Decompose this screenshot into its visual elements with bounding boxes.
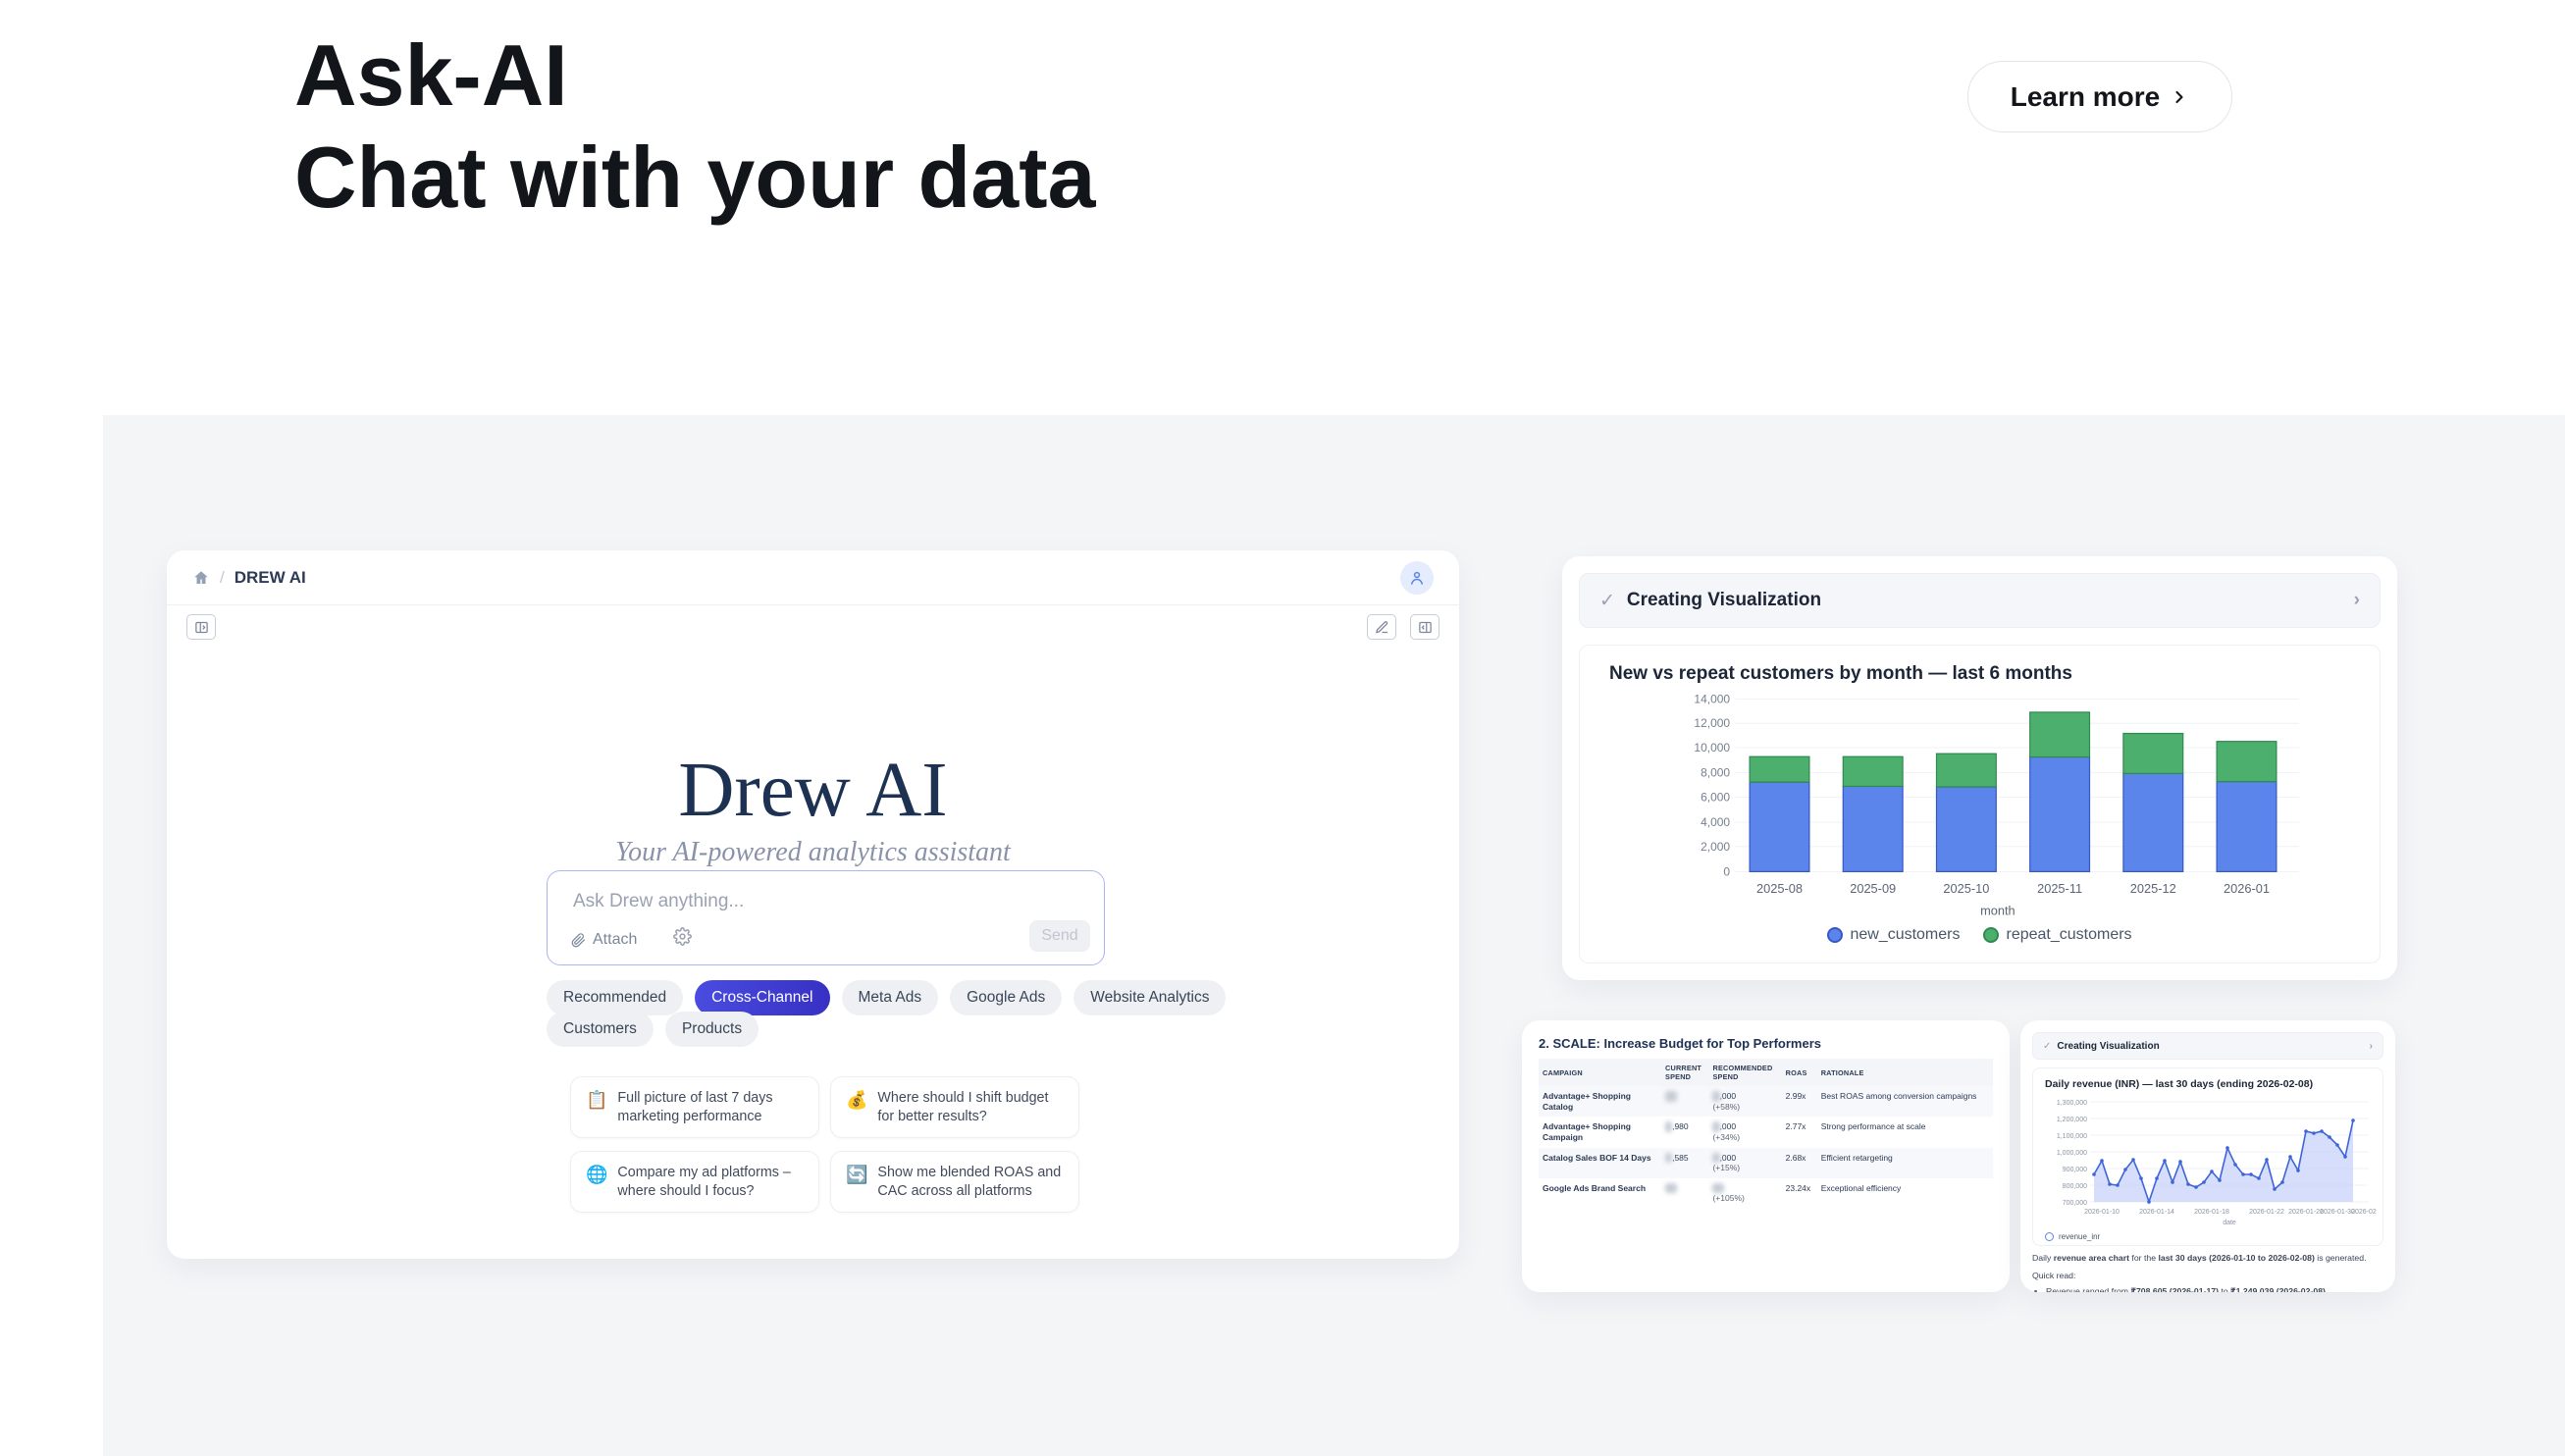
svg-text:2026-01-30: 2026-01-30 [2320,1209,2355,1216]
svg-text:2026-01-14: 2026-01-14 [2139,1209,2174,1216]
svg-text:4,000: 4,000 [1701,815,1730,829]
svg-text:2026-01-22: 2026-01-22 [2249,1209,2284,1216]
svg-text:2025-11: 2025-11 [2037,881,2082,896]
svg-text:1,100,000: 1,100,000 [2057,1133,2087,1140]
svg-text:2026-01-10: 2026-01-10 [2084,1209,2120,1216]
svg-text:2026-01: 2026-01 [2224,881,2270,896]
svg-text:12,000: 12,000 [1694,716,1730,730]
svg-text:2,000: 2,000 [1701,840,1730,854]
svg-text:6,000: 6,000 [1701,790,1730,804]
svg-text:2025-08: 2025-08 [1756,881,1803,896]
svg-text:700,000: 700,000 [2063,1200,2087,1207]
svg-text:2026-01-26: 2026-01-26 [2288,1209,2324,1216]
svg-text:month: month [1980,903,2015,917]
svg-text:2026-02-03: 2026-02-03 [2351,1209,2377,1216]
svg-text:2025-09: 2025-09 [1850,881,1896,896]
svg-text:2025-12: 2025-12 [2130,881,2176,896]
svg-text:900,000: 900,000 [2063,1167,2087,1173]
svg-text:10,000: 10,000 [1694,741,1730,754]
svg-text:2026-01-18: 2026-01-18 [2194,1209,2229,1216]
svg-text:date: date [2223,1220,2236,1226]
svg-text:800,000: 800,000 [2063,1183,2087,1190]
svg-text:1,300,000: 1,300,000 [2057,1100,2087,1107]
svg-text:8,000: 8,000 [1701,766,1730,780]
svg-text:1,200,000: 1,200,000 [2057,1117,2087,1123]
svg-text:0: 0 [1723,864,1730,878]
svg-text:14,000: 14,000 [1694,693,1730,705]
svg-text:1,000,000: 1,000,000 [2057,1150,2087,1157]
svg-text:2025-10: 2025-10 [1943,881,1989,896]
